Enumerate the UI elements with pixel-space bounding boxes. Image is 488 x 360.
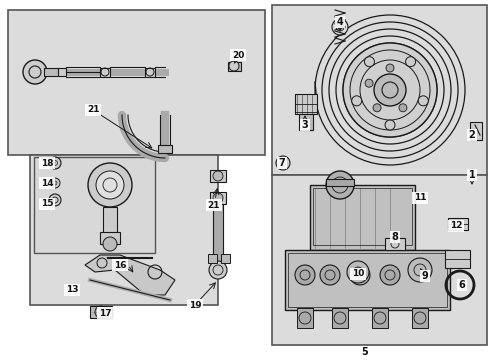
Text: 8: 8 [391,232,398,242]
Circle shape [103,237,117,251]
Text: 1: 1 [468,170,474,180]
Bar [444,250,469,268]
Bar [100,232,120,244]
Bar [34,157,155,253]
Bar [207,254,217,263]
Circle shape [351,96,361,106]
Circle shape [379,265,399,285]
Text: 21: 21 [207,201,220,210]
Bar [209,192,225,204]
Text: 4: 4 [336,17,343,27]
Text: 11: 11 [413,194,426,202]
Text: 7: 7 [278,158,285,168]
Text: 6: 6 [458,280,465,290]
Circle shape [373,74,405,106]
Circle shape [49,194,61,206]
Text: 9: 9 [421,271,427,281]
Circle shape [407,258,431,282]
Bar [312,188,411,245]
Bar [221,254,229,263]
Circle shape [96,171,124,199]
Circle shape [342,43,436,137]
Circle shape [385,64,393,72]
Circle shape [417,96,427,106]
Text: 18: 18 [41,158,53,167]
Bar [8,10,264,155]
Text: 10: 10 [351,270,364,279]
Text: 15: 15 [41,199,53,208]
Circle shape [50,178,60,188]
Bar [469,122,481,140]
Circle shape [325,171,353,199]
Circle shape [405,57,415,67]
Bar [30,155,218,305]
Text: 12: 12 [449,221,461,230]
Bar [285,250,449,310]
Text: 3: 3 [301,120,308,130]
Circle shape [294,265,314,285]
Text: 16: 16 [114,261,126,270]
Bar [227,62,241,71]
Text: 5: 5 [361,347,367,357]
Bar [447,218,467,230]
Bar [209,170,225,182]
Circle shape [49,157,61,169]
Text: 2: 2 [468,130,474,140]
Polygon shape [85,255,175,295]
Bar [331,308,347,328]
Bar [158,145,172,153]
Bar [411,308,427,328]
Text: 14: 14 [41,179,53,188]
Circle shape [372,104,380,112]
Bar [325,179,353,186]
Bar [100,68,110,77]
Text: 20: 20 [231,50,244,59]
Bar [145,68,155,77]
Bar [309,185,414,250]
Circle shape [88,163,132,207]
Circle shape [384,120,394,130]
Circle shape [349,265,369,285]
Circle shape [398,104,406,112]
Bar [90,306,112,318]
Bar [271,5,486,175]
Bar [294,94,316,114]
Bar [384,238,404,250]
Text: 21: 21 [86,105,99,114]
Bar [298,114,312,130]
Bar [103,207,117,237]
Text: 13: 13 [65,285,78,294]
Bar [296,308,312,328]
Bar [371,308,387,328]
Bar [44,68,58,76]
Circle shape [275,156,289,170]
Circle shape [319,265,339,285]
Circle shape [364,57,374,67]
Bar [58,68,66,76]
Text: 19: 19 [188,301,201,310]
Circle shape [23,60,47,84]
Bar [287,253,446,307]
Circle shape [208,261,226,279]
Circle shape [365,79,372,87]
Circle shape [213,171,223,181]
Bar [271,175,486,345]
Circle shape [213,193,223,203]
Text: 17: 17 [99,309,111,318]
Circle shape [331,19,347,35]
Circle shape [346,261,368,283]
Circle shape [228,61,239,71]
